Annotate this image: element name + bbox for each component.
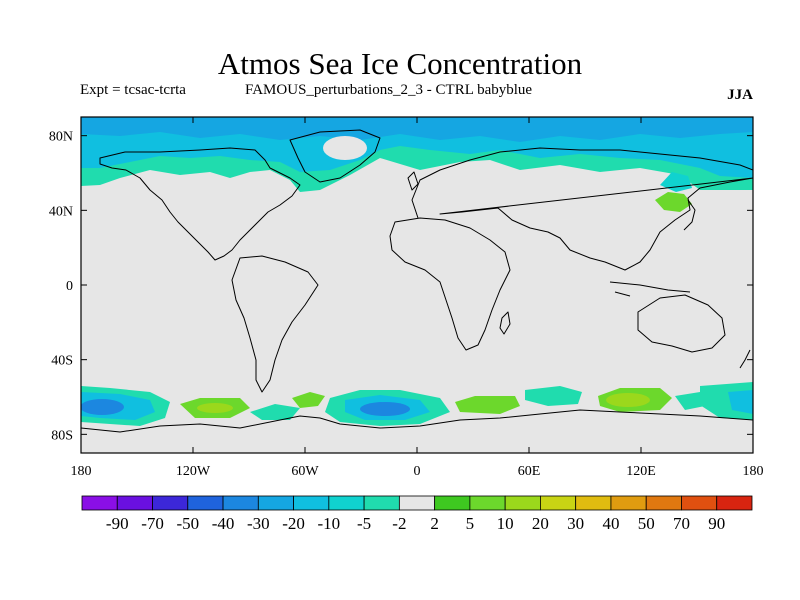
colorbar-swatch xyxy=(575,495,612,511)
coast-australia xyxy=(637,294,726,353)
colorbar-label: -50 xyxy=(176,514,199,533)
coastlines xyxy=(81,129,753,433)
map-field xyxy=(81,117,753,453)
arctic-ice-decrease-strong xyxy=(81,117,753,142)
colorbar-swatch xyxy=(469,495,506,511)
y-tick-label: 80N xyxy=(49,130,73,145)
x-tick-label: 120W xyxy=(176,464,211,479)
colorbar-label: -10 xyxy=(318,514,341,533)
y-tick-label: 40N xyxy=(49,204,73,219)
colorbar-swatch xyxy=(610,495,647,511)
southern-drake-ice-increase xyxy=(292,392,325,408)
x-axis: 180 120W 60W 0 60E 120E 180 xyxy=(71,117,764,479)
coast-antarctica xyxy=(81,409,753,433)
colorbar-label: -40 xyxy=(212,514,235,533)
colorbar-label: 2 xyxy=(430,514,439,533)
y-axis: 80N 40N 0 40S 80S xyxy=(49,130,753,443)
colorbar-swatch xyxy=(293,495,330,511)
colorbar-label: 90 xyxy=(708,514,725,533)
coast-indonesia xyxy=(609,281,691,297)
colorbar-swatch xyxy=(222,495,259,511)
y-tick-label: 80S xyxy=(51,428,73,443)
southern-pacific-ice-decrease-strong xyxy=(81,399,124,415)
x-tick-label: 60E xyxy=(518,464,541,479)
colorbar-label: 40 xyxy=(602,514,619,533)
southern-indian-ice-decrease xyxy=(525,386,582,406)
colorbar-swatch xyxy=(716,495,753,511)
coast-africa xyxy=(389,217,511,351)
colorbar-label: 10 xyxy=(497,514,514,533)
x-tick-label: 180 xyxy=(743,464,764,479)
colorbar-label: 70 xyxy=(673,514,690,533)
colorbar-swatch xyxy=(257,495,294,511)
arctic-no-change-patch xyxy=(323,136,367,160)
coast-north-america xyxy=(99,147,301,261)
colorbar-label: 20 xyxy=(532,514,549,533)
colorbar-swatch xyxy=(328,495,365,511)
coast-uk xyxy=(407,171,419,191)
coast-madagascar xyxy=(499,311,511,335)
colorbar-swatch xyxy=(504,495,541,511)
comparison-label: FAMOUS_perturbations_2_3 - CTRL babyblue xyxy=(245,82,533,98)
colorbar-label: -20 xyxy=(282,514,305,533)
y-tick-label: 0 xyxy=(66,279,73,294)
chart-title: Atmos Sea Ice Concentration xyxy=(217,46,583,81)
colorbar-label: -70 xyxy=(141,514,164,533)
southern-atlantic-ice-decrease-strong xyxy=(360,402,410,416)
colorbar-swatch xyxy=(645,495,682,511)
colorbar-swatch xyxy=(81,495,118,511)
okhotsk-ice-increase xyxy=(655,192,692,212)
colorbar-label: -90 xyxy=(106,514,129,533)
coast-eurasia xyxy=(411,147,753,271)
colorbar-label: -5 xyxy=(357,514,371,533)
colorbar-label: 50 xyxy=(638,514,655,533)
colorbar-swatch xyxy=(398,495,436,511)
coast-greenland xyxy=(289,129,381,183)
colorbar-label: -2 xyxy=(392,514,406,533)
southern-indian-ice-increase xyxy=(455,396,520,414)
colorbar: -90 -70 -50 -40 -30 -20 -10 -5 -2 2 5 10 20 30 40 50 70 9… xyxy=(81,495,753,533)
colorbar-swatch xyxy=(187,495,224,511)
season-label: JJA xyxy=(727,87,753,103)
colorbar-swatch xyxy=(540,495,577,511)
southern-120e-ice-increase-core xyxy=(606,393,650,407)
experiment-label: Expt = tcsac-tcrta xyxy=(80,82,186,98)
coast-new-zealand xyxy=(739,349,751,369)
colorbar-label: 5 xyxy=(466,514,475,533)
x-tick-label: 60W xyxy=(291,464,319,479)
x-tick-label: 120E xyxy=(626,464,656,479)
colorbar-label: -30 xyxy=(247,514,270,533)
x-tick-label: 180 xyxy=(71,464,92,479)
coast-japan xyxy=(683,199,696,231)
southern-110w-ice-increase-core xyxy=(197,403,233,413)
x-tick-label: 0 xyxy=(414,464,421,479)
colorbar-label: 30 xyxy=(567,514,584,533)
colorbar-swatch xyxy=(363,495,400,511)
colorbar-swatch xyxy=(116,495,153,511)
colorbar-swatch xyxy=(152,495,189,511)
southern-bellingshausen-ice-decrease xyxy=(250,404,300,420)
colorbar-swatch xyxy=(434,495,471,511)
colorbar-swatch xyxy=(681,495,718,511)
coast-south-america xyxy=(231,255,319,393)
okhotsk-ice-decrease xyxy=(660,172,692,192)
southern-160e-ice-decrease xyxy=(675,392,705,410)
southern-east-pacific-ice-decrease-core xyxy=(728,390,753,414)
y-tick-label: 40S xyxy=(51,354,73,369)
